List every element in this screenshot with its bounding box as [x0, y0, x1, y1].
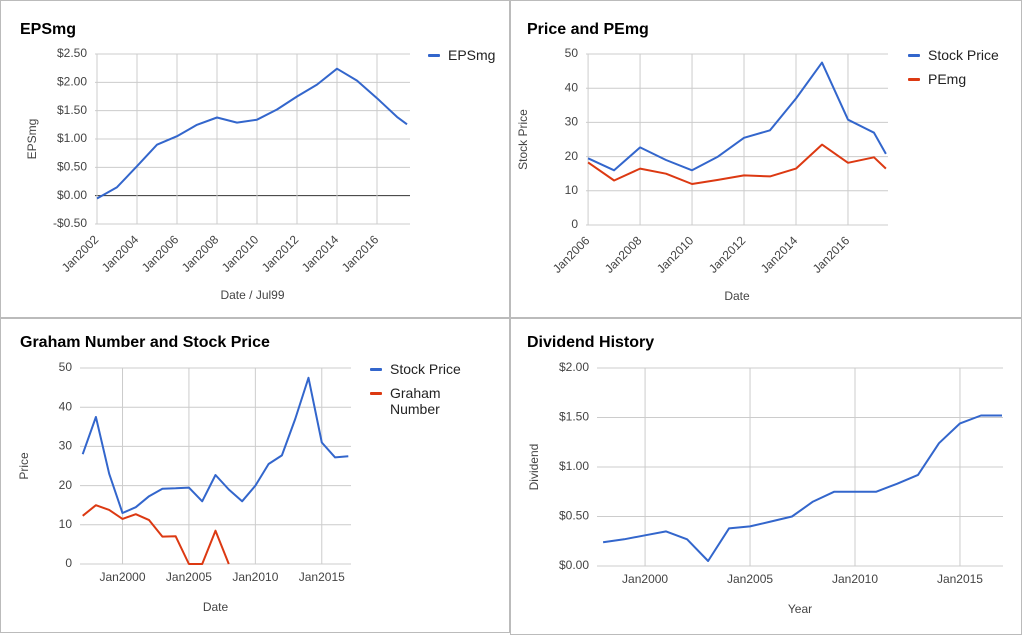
y-tick-label: 50	[59, 360, 73, 374]
x-tick-label: Jan2016	[810, 233, 853, 276]
y-tick-label: $1.50	[559, 410, 589, 424]
legend-label: EPSmg	[448, 47, 496, 63]
series-line	[602, 414, 1002, 562]
y-tick-label: $2.00	[57, 75, 87, 89]
series-line	[81, 376, 349, 514]
y-tick-label: 10	[59, 517, 73, 531]
x-tick-label: Jan2005	[166, 570, 212, 584]
panel	[0, 318, 510, 633]
x-axis-label: Date	[724, 289, 750, 303]
series-line	[587, 61, 887, 172]
x-tick-label: Jan2008	[602, 233, 645, 276]
x-tick-label: Jan2012	[259, 232, 302, 275]
legend-label: PEmg	[928, 71, 967, 87]
legend-item: Stock Price	[370, 361, 470, 377]
x-tick-label: Jan2015	[299, 570, 345, 584]
legend: EPSmg	[428, 47, 528, 71]
legend: Stock Price Graham Number	[370, 361, 470, 425]
chart-title: Price and PEmg	[527, 21, 649, 38]
x-tick-label: Jan2012	[706, 233, 749, 276]
y-tick-label: 40	[565, 80, 579, 94]
legend-item: Graham Number	[370, 385, 470, 417]
legend-label: Stock Price	[390, 361, 461, 377]
x-tick-label: Jan2004	[99, 232, 142, 275]
y-tick-label: 30	[59, 439, 73, 453]
x-tick-label: Jan2010	[654, 233, 697, 276]
y-axis-label: Price	[17, 452, 31, 480]
x-tick-label: Jan2010	[832, 572, 878, 586]
y-tick-label: -$0.50	[53, 216, 87, 230]
x-axis-label: Date / Jul99	[220, 288, 284, 302]
y-tick-label: $0.50	[559, 509, 589, 523]
legend-swatch	[370, 368, 382, 371]
y-tick-label: 40	[59, 399, 73, 413]
legend-item: EPSmg	[428, 47, 528, 63]
x-tick-label: Jan2014	[299, 232, 342, 275]
y-tick-label: $1.00	[559, 459, 589, 473]
x-tick-label: Jan2015	[937, 572, 983, 586]
legend-swatch	[908, 54, 920, 57]
chart-title: Dividend History	[527, 334, 654, 351]
y-tick-label: $0.00	[559, 558, 589, 572]
x-tick-label: Jan2005	[727, 572, 773, 586]
x-tick-label: Jan2006	[139, 232, 182, 275]
legend-item: Stock Price	[908, 47, 1008, 63]
x-axis-label: Date	[203, 600, 229, 614]
panel	[510, 318, 1022, 635]
x-tick-label: Jan2010	[232, 570, 278, 584]
series-line	[82, 504, 230, 565]
y-tick-label: $0.50	[57, 160, 87, 174]
x-tick-label: Jan2016	[339, 232, 382, 275]
y-tick-label: $2.50	[57, 46, 87, 60]
y-tick-label: 30	[565, 115, 579, 129]
legend-label: Stock Price	[928, 47, 999, 63]
series-line	[587, 143, 887, 185]
panel	[0, 0, 510, 318]
legend-swatch	[370, 392, 382, 395]
legend-item: PEmg	[908, 71, 1008, 87]
chart-title: EPSmg	[20, 21, 76, 38]
y-tick-label: 20	[59, 478, 73, 492]
x-axis-label: Year	[788, 602, 812, 616]
x-tick-label: Jan2006	[550, 233, 593, 276]
x-tick-label: Jan2000	[99, 570, 145, 584]
series-line	[96, 67, 408, 200]
y-tick-label: $0.00	[57, 188, 87, 202]
legend-swatch	[428, 54, 440, 57]
y-tick-label: $1.00	[57, 131, 87, 145]
x-tick-label: Jan2008	[179, 232, 222, 275]
x-tick-label: Jan2002	[59, 232, 102, 275]
panel	[510, 0, 1022, 318]
y-tick-label: 0	[571, 217, 578, 231]
y-axis-label: Stock Price	[516, 109, 530, 170]
y-tick-label: $2.00	[559, 360, 589, 374]
y-axis-label: EPSmg	[25, 119, 39, 160]
legend-label: Graham Number	[390, 385, 441, 417]
y-tick-label: 0	[65, 556, 72, 570]
y-tick-label: 50	[565, 46, 579, 60]
x-tick-label: Jan2000	[622, 572, 668, 586]
legend-swatch	[908, 78, 920, 81]
x-tick-label: Jan2014	[758, 233, 801, 276]
y-tick-label: $1.50	[57, 103, 87, 117]
legend: Stock Price PEmg	[908, 47, 1008, 95]
x-tick-label: Jan2010	[219, 232, 262, 275]
y-axis-label: Dividend	[527, 444, 541, 491]
chart-title: Graham Number and Stock Price	[20, 334, 270, 351]
y-tick-label: 10	[565, 183, 579, 197]
y-tick-label: 20	[565, 149, 579, 163]
